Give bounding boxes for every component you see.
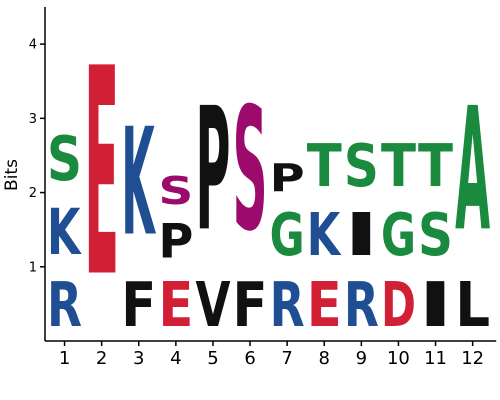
svg-text:R: R [270,269,305,341]
logo-letter-K: K [121,96,156,268]
svg-text:G: G [381,201,416,270]
svg-text:K: K [121,96,156,268]
y-tick-label: 1 [29,260,37,275]
logo-letter-L: L [455,269,490,341]
logo-letter-A: A [455,73,490,270]
svg-text:R: R [47,269,82,341]
svg-text:I: I [344,200,379,269]
x-tick-label: 9 [356,348,367,369]
x-tick-label: 12 [461,348,484,369]
logo-letter-S: S [233,72,268,269]
logo-letter-P: P [270,156,305,200]
svg-text:S: S [344,131,379,200]
logo-letter-T: T [381,132,416,200]
svg-text:T: T [381,132,416,200]
logo-letter-K: K [47,195,82,269]
logo-letter-K: K [307,201,342,269]
x-tick-label: 3 [133,348,144,369]
logo-letter-G: G [270,201,305,270]
logo-letter-D: D [381,270,416,341]
x-tick-label: 4 [170,348,181,369]
y-tick-label: 3 [29,112,37,127]
logo-letter-I: I [418,269,453,341]
svg-text:S: S [233,72,268,269]
svg-text:F: F [233,270,268,342]
svg-text:P: P [270,156,305,200]
svg-text:E: E [307,270,342,342]
logo-letter-E: E [84,9,119,340]
svg-text:G: G [270,201,305,270]
x-tick-label: 5 [207,348,218,369]
svg-text:S: S [158,169,193,213]
logo-letter-I: I [344,200,379,269]
logo-letter-S: S [47,125,82,196]
svg-text:K: K [307,201,342,269]
svg-text:R: R [344,269,379,341]
svg-text:S: S [47,125,82,196]
y-axis: 1 2 3 4 [29,7,46,341]
logo-letter-R: R [270,269,305,341]
x-axis: 1 2 3 4 5 6 7 8 9 10 11 12 [45,340,497,369]
logo-letter-S: S [344,131,379,200]
svg-text:K: K [47,195,82,269]
svg-text:E: E [158,270,193,342]
logo-letter-S: S [158,169,193,213]
logo-letter-R: R [47,269,82,341]
svg-text:E: E [84,9,119,340]
logo-letter-F: F [233,270,268,342]
svg-text:I: I [418,269,453,341]
x-tick-label: 1 [59,348,70,369]
svg-text:A: A [455,73,490,270]
x-tick-label: 2 [96,348,107,369]
x-tick-label: 7 [281,348,292,369]
logo-letter-T: T [418,132,453,200]
y-tick-label: 4 [29,38,37,53]
svg-text:S: S [418,200,453,269]
svg-text:L: L [455,269,490,341]
logo-letter-S: S [418,200,453,269]
logo-letter-G: G [381,201,416,270]
logo-letter-E: E [158,270,193,342]
svg-text:P: P [195,73,230,269]
x-tick-label: 8 [319,348,330,369]
y-axis-label: Bits [2,159,22,191]
logo-letter-P: P [158,215,193,270]
x-tick-label: 6 [244,348,255,369]
svg-text:T: T [418,132,453,200]
x-tick-label: 10 [387,348,410,369]
logo-letter-P: P [195,73,230,269]
x-tick-label: 11 [424,348,447,369]
svg-text:F: F [121,270,156,342]
logo-letter-R: R [344,269,379,341]
logo-letter-E: E [307,270,342,342]
logo-letter-V: V [195,269,230,341]
svg-text:T: T [307,132,342,200]
svg-text:D: D [381,270,416,341]
y-tick-label: 2 [29,186,37,201]
svg-text:P: P [158,215,193,270]
logo-letter-F: F [121,270,156,342]
logo-letter-T: T [307,132,342,200]
svg-text:V: V [195,269,230,341]
